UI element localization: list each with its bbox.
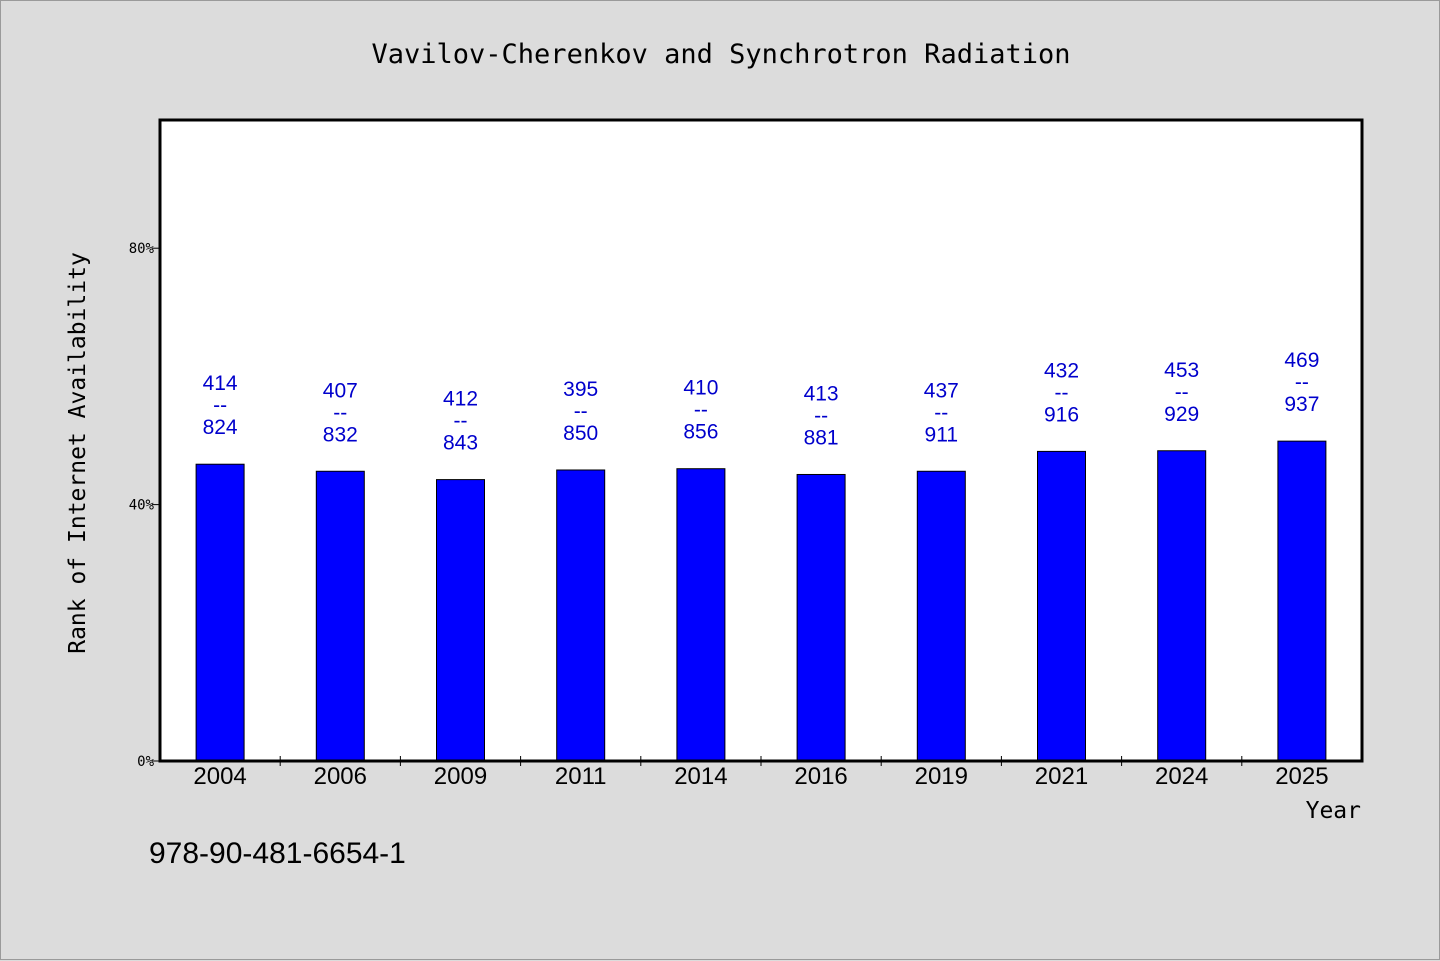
bar-2025 (1277, 440, 1327, 762)
bar-2004 (195, 463, 245, 762)
x-tick-label: 2024 (1155, 763, 1208, 790)
x-tick-label: 2021 (1035, 763, 1088, 790)
bar-2021 (1037, 450, 1086, 762)
x-tick-label: 2019 (915, 763, 968, 790)
bar-2019 (916, 470, 966, 762)
data-label-top: 453 (1164, 359, 1199, 382)
y-tick-label: 40% (129, 498, 155, 514)
data-label-separator: -- (814, 404, 828, 427)
x-axis: 2004 2006 2009 2011 2014 2016 2019 2021 2024 2025 (193, 756, 1329, 790)
data-label-bottom: 850 (563, 422, 598, 445)
data-label-separator: -- (1055, 381, 1069, 404)
data-label-separator: -- (333, 401, 347, 424)
bar-2009 (436, 479, 485, 762)
data-label-bottom: 856 (683, 421, 718, 444)
data-label-top: 469 (1284, 349, 1319, 372)
x-tick-label: 2016 (794, 763, 847, 790)
bar-2006 (315, 470, 365, 762)
data-label-top: 412 (443, 388, 478, 411)
data-label-bottom: 824 (203, 416, 238, 439)
x-tick-label: 2014 (674, 763, 727, 790)
data-label-top: 437 (924, 379, 959, 402)
y-axis: 0% 40% 80% (129, 241, 160, 770)
data-label-bottom: 916 (1044, 403, 1079, 426)
data-label-top: 413 (804, 382, 839, 405)
x-axis-title: Year (1306, 798, 1361, 824)
x-tick-label: 2011 (555, 763, 607, 790)
bar-2016 (796, 473, 846, 762)
x-tick-label: 2004 (193, 763, 246, 790)
y-tick-label: 80% (129, 241, 155, 257)
data-label-top: 410 (683, 377, 718, 400)
x-tick-label: 2009 (434, 763, 487, 790)
data-label-bottom: 911 (925, 423, 958, 446)
data-label-bottom: 881 (804, 426, 839, 449)
chart-title: Vavilov-Cherenkov and Synchrotron Radiat… (372, 39, 1071, 70)
data-label-separator: -- (454, 410, 468, 433)
data-label-separator: -- (1175, 381, 1189, 404)
data-labels-layer: 414--824407--832412--843395--850410--856… (203, 349, 1320, 454)
y-axis-title: Rank of Internet Availability (65, 252, 91, 654)
data-label-bottom: 843 (443, 432, 478, 455)
bar-2014 (676, 468, 726, 762)
data-label-bottom: 937 (1284, 393, 1319, 416)
data-label-top: 395 (563, 378, 598, 401)
x-tick-label: 2025 (1275, 763, 1328, 790)
data-label-separator: -- (1295, 371, 1309, 394)
bar-2011 (556, 469, 606, 762)
plot-border (158, 118, 1364, 763)
y-tick-label: 0% (137, 754, 154, 770)
data-label-separator: -- (934, 401, 948, 424)
data-label-top: 414 (203, 372, 238, 395)
x-tick-label: 2006 (314, 763, 367, 790)
data-label-top: 407 (323, 379, 358, 402)
data-label-bottom: 832 (323, 423, 358, 446)
data-label-top: 432 (1044, 359, 1079, 382)
data-label-bottom: 929 (1164, 403, 1199, 426)
bars-layer (195, 440, 1327, 762)
data-label-separator: -- (213, 394, 227, 417)
data-label-separator: -- (574, 400, 588, 423)
isbn-text: 978-90-481-6654-1 (149, 837, 406, 870)
data-label-separator: -- (694, 399, 708, 422)
bar-2024 (1157, 450, 1207, 762)
